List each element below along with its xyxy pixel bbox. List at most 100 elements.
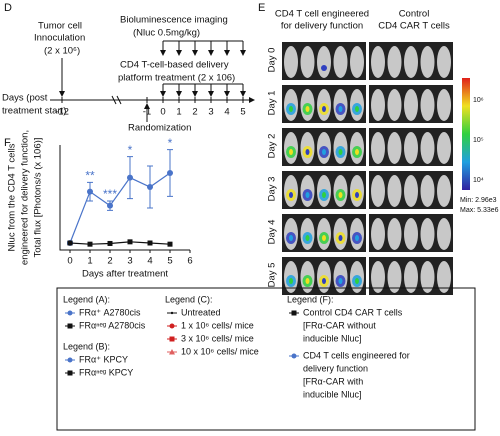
signal — [321, 65, 327, 71]
signal — [289, 106, 293, 112]
x-tick-label: 3 — [127, 256, 132, 267]
legend-symbol — [67, 323, 73, 329]
mouse — [420, 89, 435, 121]
day-label: 1 — [176, 107, 181, 118]
legend-item: inducible Nluc] — [303, 389, 362, 399]
mouse — [404, 218, 418, 250]
mouse — [387, 218, 402, 250]
legend-title: Legend (B): — [63, 341, 110, 351]
legend-title: Legend (A): — [63, 294, 110, 304]
legend-symbol — [170, 311, 174, 315]
x-tick-label: 4 — [147, 256, 152, 267]
legend-symbol — [291, 310, 297, 316]
x-tick-label: 2 — [107, 256, 112, 267]
signal — [305, 192, 310, 198]
legend-item: Control CD4 CAR T cells — [303, 307, 403, 317]
legend: Legend (A): FRα⁺ A2780cis FRαⁿᵉᵍ A2780cis L… — [63, 294, 410, 399]
point — [167, 241, 173, 247]
legend-item: [FRα-CAR without — [303, 320, 376, 330]
point — [67, 240, 73, 246]
x-tick-label: 5 — [167, 256, 172, 267]
mouse — [437, 132, 451, 164]
mouse — [300, 46, 315, 78]
group-title: CD4 T cell engineered — [275, 9, 369, 20]
legend-symbol — [169, 349, 175, 355]
colorbar-tick: 10⁶ — [473, 97, 484, 104]
annotation: *** — [103, 187, 117, 201]
row-label: Day 5 — [267, 263, 278, 288]
legend-title: Legend (C): — [165, 294, 213, 304]
signal — [305, 106, 310, 112]
mouse — [420, 132, 435, 164]
colorbar-max: Max: 5.33e6 — [460, 207, 499, 214]
signal — [322, 106, 326, 112]
timeline-text: Innoculation — [34, 33, 85, 44]
legend-symbol — [291, 353, 297, 359]
legend-item: FRαⁿᵉᵍ KPCY — [79, 367, 133, 377]
group-title: CD4 CAR T cells — [378, 21, 450, 32]
series-line — [69, 241, 171, 245]
mouse — [404, 132, 418, 164]
mouse — [371, 132, 385, 164]
signal — [355, 192, 359, 198]
legend-item: FRαⁿᵉᵍ A2780cis — [79, 320, 146, 330]
mouse — [371, 89, 385, 121]
colorbar-tick: 10⁵ — [473, 137, 484, 144]
legend-symbol — [67, 310, 73, 316]
mouse — [437, 175, 451, 207]
annotation: ** — [85, 169, 95, 183]
timeline-text: Days (post — [2, 93, 48, 104]
signal — [289, 192, 293, 198]
mouse — [371, 46, 385, 78]
legend-item: FRα⁺ KPCY — [79, 354, 128, 364]
mouse — [404, 175, 418, 207]
signal — [305, 235, 310, 241]
signal — [305, 278, 310, 284]
axis-break — [111, 95, 122, 105]
mouse — [333, 46, 348, 78]
day-label: 2 — [192, 107, 197, 118]
mouse — [371, 218, 385, 250]
point — [87, 241, 93, 247]
point — [87, 188, 93, 195]
point — [147, 184, 153, 190]
day-label: -12 — [55, 107, 69, 118]
signal — [338, 192, 343, 198]
signal — [289, 235, 293, 241]
panel-label: F — [4, 137, 11, 149]
mouse — [420, 218, 435, 250]
legend-symbol — [169, 336, 175, 342]
mouse — [387, 132, 402, 164]
panel-label: D — [4, 2, 12, 14]
signal — [355, 106, 359, 112]
legend-symbol — [67, 357, 73, 363]
signal — [338, 278, 343, 284]
legend-item: CD4 T cells engineered for — [303, 350, 410, 360]
legend-item: 10 x 10⁶ cells/ mice — [181, 346, 259, 356]
legend-item: delivery function — [303, 363, 368, 373]
mouse — [437, 218, 451, 250]
y-axis-label: Total flux [Photons/s (x 106)] — [33, 138, 44, 258]
colorbar-tick: 10⁴ — [473, 177, 484, 184]
row-label: Day 0 — [267, 48, 278, 73]
timeline-text: Tumor cell — [38, 21, 82, 32]
mouse — [371, 261, 385, 293]
mouse — [371, 175, 385, 207]
mouse — [420, 175, 435, 207]
day-label: 5 — [240, 107, 245, 118]
point — [107, 240, 113, 246]
mouse — [404, 89, 418, 121]
point — [127, 174, 133, 181]
timeline-text: (Nluc 0.5mg/kg) — [133, 28, 200, 39]
day-label: 0 — [160, 107, 165, 118]
timeline-text: Randomization — [128, 123, 191, 134]
timeline-text: (2 x 10⁶) — [44, 46, 80, 57]
mouse — [284, 46, 298, 78]
mouse — [317, 46, 331, 78]
mouse — [437, 46, 451, 78]
group-title: Control — [399, 9, 430, 20]
x-tick-label: 1 — [87, 256, 92, 267]
row-label: Day 2 — [267, 134, 278, 159]
annotation: * — [128, 143, 133, 157]
